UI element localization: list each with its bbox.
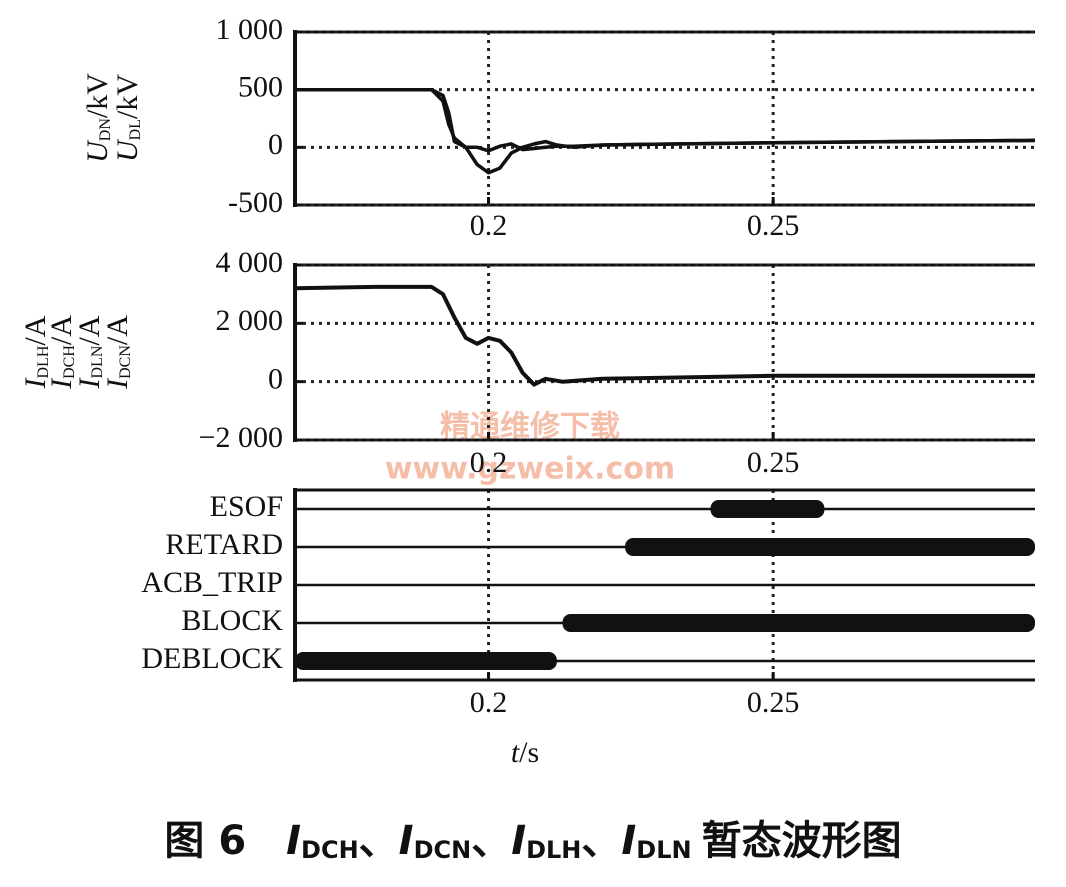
y-tick-label: 500 — [238, 71, 283, 104]
axis-label: IDLH/A — [19, 315, 52, 389]
label-symbol: I — [45, 377, 78, 390]
watermark-url: www.gzweix.com — [385, 452, 675, 487]
label-symbol: I — [101, 377, 134, 390]
signal-active — [295, 652, 557, 670]
signal-label: RETARD — [165, 528, 283, 561]
caption-subscript: DLN — [636, 836, 691, 864]
axis-label: UDN/kV — [81, 73, 114, 163]
y-tick-label: -500 — [228, 186, 283, 219]
caption-subscript: DCN — [414, 836, 472, 864]
label-unit: /s — [519, 736, 539, 769]
label-unit: /kV — [111, 74, 144, 119]
data-line — [295, 87, 1036, 153]
x-tick-label: 0.25 — [747, 446, 800, 479]
y-tick-label: 0 — [268, 128, 283, 161]
axis-label: IDCN/A — [101, 315, 134, 390]
x-axis-label: t/s — [511, 736, 539, 769]
caption-symbol: I — [621, 818, 636, 864]
x-tick-label: 0.2 — [470, 209, 508, 242]
caption-separator: 、 — [359, 818, 399, 864]
x-tick-label: 0.2 — [470, 446, 508, 479]
caption-space — [246, 818, 286, 864]
caption-separator: 、 — [581, 818, 621, 864]
signal-label: ACB_TRIP — [141, 566, 283, 599]
signal-label: ESOF — [210, 490, 283, 523]
x-tick-label: 0.2 — [470, 686, 508, 719]
signal-active — [625, 538, 1035, 556]
y-tick-label: 1 000 — [216, 13, 284, 46]
label-subscript: DLH — [35, 345, 52, 378]
label-unit: /kV — [81, 73, 114, 118]
caption: 图 6 IDCH、IDCN、IDLH、IDLN 暂态波形图 — [164, 818, 901, 864]
label-symbol: U — [111, 138, 144, 162]
signal-active — [562, 614, 1035, 632]
caption-tail: 暂态波形图 — [702, 818, 902, 864]
x-tick-label: 0.25 — [747, 686, 800, 719]
y-tick-label: 0 — [268, 363, 283, 396]
caption-symbol: I — [511, 818, 526, 864]
label-unit: /A — [73, 315, 106, 345]
label-variable: t — [511, 736, 520, 769]
y-tick-label: 2 000 — [216, 304, 284, 337]
caption-subscript: DLH — [526, 836, 581, 864]
label-subscript: DL — [127, 119, 144, 140]
caption-symbol: I — [286, 818, 301, 864]
label-subscript: DN — [97, 118, 114, 142]
label-subscript: DCN — [117, 345, 134, 379]
caption-figure: 图 6 — [164, 818, 246, 864]
signal-label: BLOCK — [181, 604, 283, 637]
label-unit: /A — [45, 315, 78, 345]
caption-separator: 、 — [471, 818, 511, 864]
y-tick-label: −2 000 — [199, 421, 283, 454]
axis-label: IDLN/A — [73, 315, 106, 389]
label-unit: /A — [101, 315, 134, 345]
label-subscript: DCH — [61, 345, 78, 379]
axis-label: UDL/kV — [111, 74, 144, 162]
caption-symbol: I — [399, 818, 414, 864]
label-symbol: I — [19, 376, 52, 389]
label-symbol: U — [81, 139, 114, 163]
label-symbol: I — [73, 376, 106, 389]
caption-subscript: DCH — [301, 836, 359, 864]
y-tick-label: 4 000 — [216, 246, 284, 279]
axis-label: IDCH/A — [45, 315, 78, 390]
x-tick-label: 0.25 — [747, 209, 800, 242]
label-unit: /A — [19, 315, 52, 345]
data-line — [295, 87, 1036, 175]
data-line — [294, 284, 1035, 387]
label-subscript: DLN — [89, 345, 106, 378]
signal-label: DEBLOCK — [141, 642, 283, 675]
signal-active — [710, 500, 825, 518]
